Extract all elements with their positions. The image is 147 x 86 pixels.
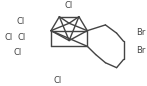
- Text: Cl: Cl: [16, 17, 24, 26]
- Text: Cl: Cl: [54, 76, 62, 85]
- Text: Cl: Cl: [17, 33, 26, 42]
- Text: Cl: Cl: [5, 33, 13, 42]
- Text: Br: Br: [136, 46, 146, 55]
- Text: Cl: Cl: [65, 1, 73, 10]
- Text: Cl: Cl: [13, 48, 22, 57]
- Text: Br: Br: [136, 28, 146, 37]
